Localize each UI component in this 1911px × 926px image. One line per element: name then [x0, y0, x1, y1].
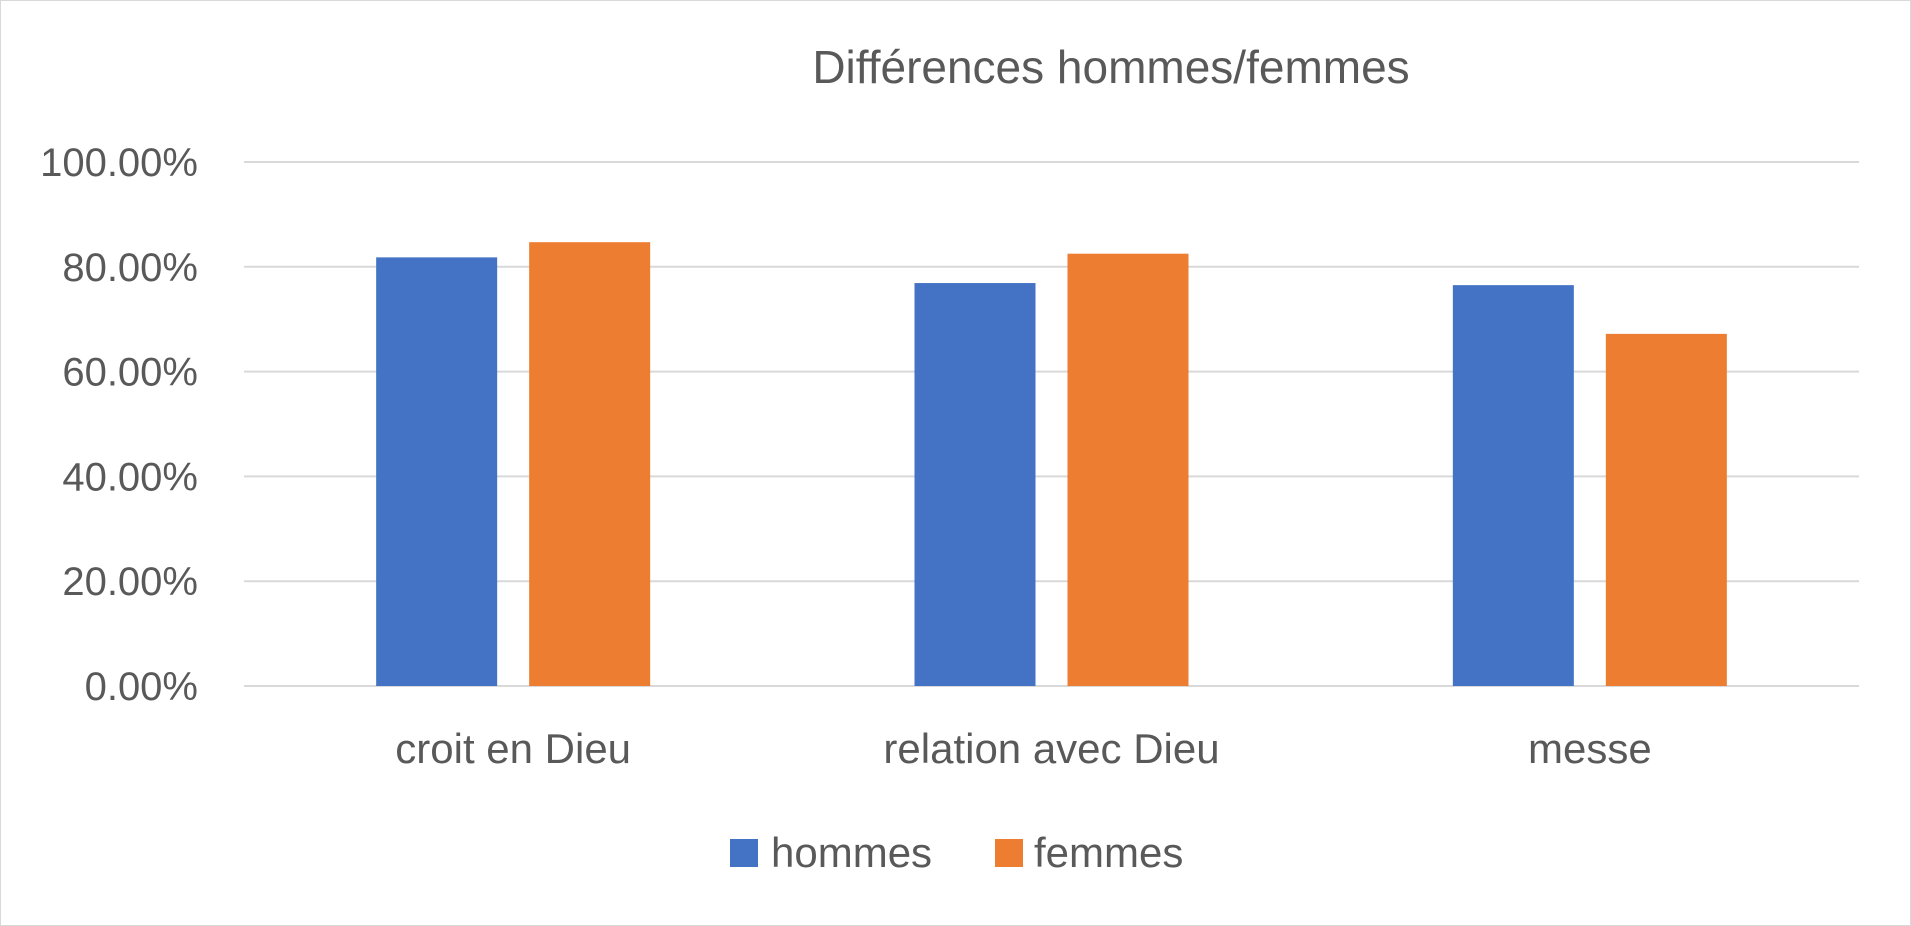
bar-hommes-0	[376, 257, 498, 686]
legend-swatch-hommes	[730, 839, 758, 867]
bar-hommes-2	[1452, 285, 1574, 686]
legend-label-femmes: femmes	[1034, 829, 1183, 876]
x-category-label: messe	[1528, 725, 1652, 772]
y-tick-label: 0.00%	[85, 665, 198, 709]
x-axis-categories: croit en Dieu relation avec Dieu messe	[395, 725, 1651, 772]
legend: hommes femmes	[730, 829, 1183, 876]
y-tick-label: 100.00%	[40, 141, 198, 185]
y-tick-label: 40.00%	[62, 455, 198, 499]
bar-femmes-1	[1067, 253, 1189, 686]
x-category-label: relation avec Dieu	[883, 725, 1219, 772]
bars	[376, 242, 1727, 686]
legend-label-hommes: hommes	[771, 829, 932, 876]
y-tick-label: 20.00%	[62, 560, 198, 604]
bar-femmes-0	[529, 242, 651, 686]
bar-femmes-2	[1605, 333, 1727, 686]
x-category-label: croit en Dieu	[395, 725, 631, 772]
chart-title: Différences hommes/femmes	[812, 41, 1409, 93]
y-tick-label: 60.00%	[62, 351, 198, 395]
y-axis-ticks: 0.00% 20.00% 40.00% 60.00% 80.00% 100.00%	[40, 141, 198, 709]
bar-hommes-1	[914, 283, 1036, 686]
legend-swatch-femmes	[995, 839, 1023, 867]
gridlines	[244, 161, 1859, 687]
y-tick-label: 80.00%	[62, 246, 198, 290]
